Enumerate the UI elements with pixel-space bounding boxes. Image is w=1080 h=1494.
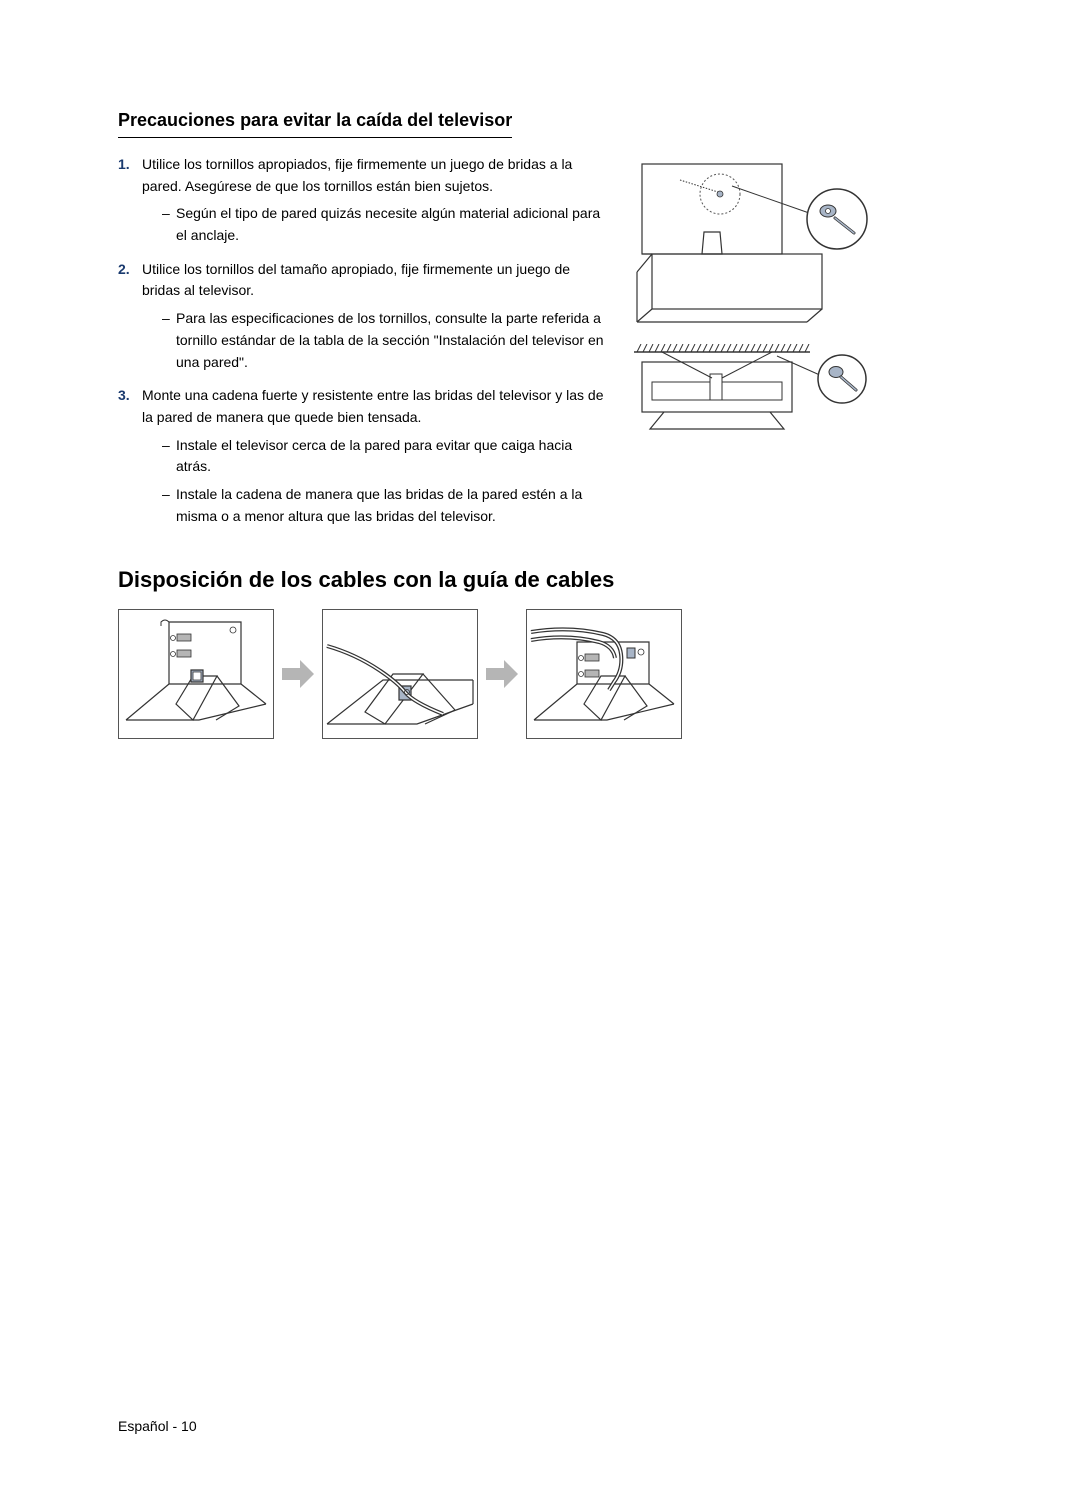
cable-step-1	[118, 609, 274, 739]
step-1: Utilice los tornillos apropiados, fije f…	[118, 154, 608, 247]
step-3: Monte una cadena fuerte y resistente ent…	[118, 385, 608, 527]
step-1-sublist: Según el tipo de pared quizás necesite a…	[142, 203, 608, 246]
footer-page: 10	[181, 1418, 197, 1434]
footer: Español - 10	[118, 1418, 197, 1434]
sub-item: Para las especificaciones de los tornill…	[162, 308, 608, 373]
step-2-sublist: Para las especificaciones de los tornill…	[142, 308, 608, 373]
step-text: Monte una cadena fuerte y resistente ent…	[142, 387, 603, 425]
content-row: Utilice los tornillos apropiados, fije f…	[118, 154, 962, 539]
page-container: Precauciones para evitar la caída del te…	[0, 0, 1080, 1494]
tv-anchor-diagram-top	[632, 154, 872, 334]
cable-diagram-row	[118, 609, 962, 739]
steps-list: Utilice los tornillos apropiados, fije f…	[118, 154, 608, 527]
cable-step-2	[322, 609, 478, 739]
sub-item: Según el tipo de pared quizás necesite a…	[162, 203, 608, 246]
step-text: Utilice los tornillos apropiados, fije f…	[142, 156, 572, 194]
step-3-sublist: Instale el televisor cerca de la pared p…	[142, 435, 608, 528]
arrow-icon	[282, 660, 314, 688]
sub-item: Instale el televisor cerca de la pared p…	[162, 435, 608, 478]
cable-heading: Disposición de los cables con la guía de…	[118, 567, 962, 593]
step-2: Utilice los tornillos del tamaño apropia…	[118, 259, 608, 373]
step-text: Utilice los tornillos del tamaño apropia…	[142, 261, 570, 299]
arrow-icon	[486, 660, 518, 688]
cable-step-3	[526, 609, 682, 739]
diagram-column	[632, 154, 872, 539]
section-title: Precauciones para evitar la caída del te…	[118, 110, 512, 138]
text-column: Utilice los tornillos apropiados, fije f…	[118, 154, 608, 539]
footer-language: Español	[118, 1418, 169, 1434]
tv-anchor-diagram-side	[632, 344, 872, 449]
sub-item: Instale la cadena de manera que las brid…	[162, 484, 608, 527]
